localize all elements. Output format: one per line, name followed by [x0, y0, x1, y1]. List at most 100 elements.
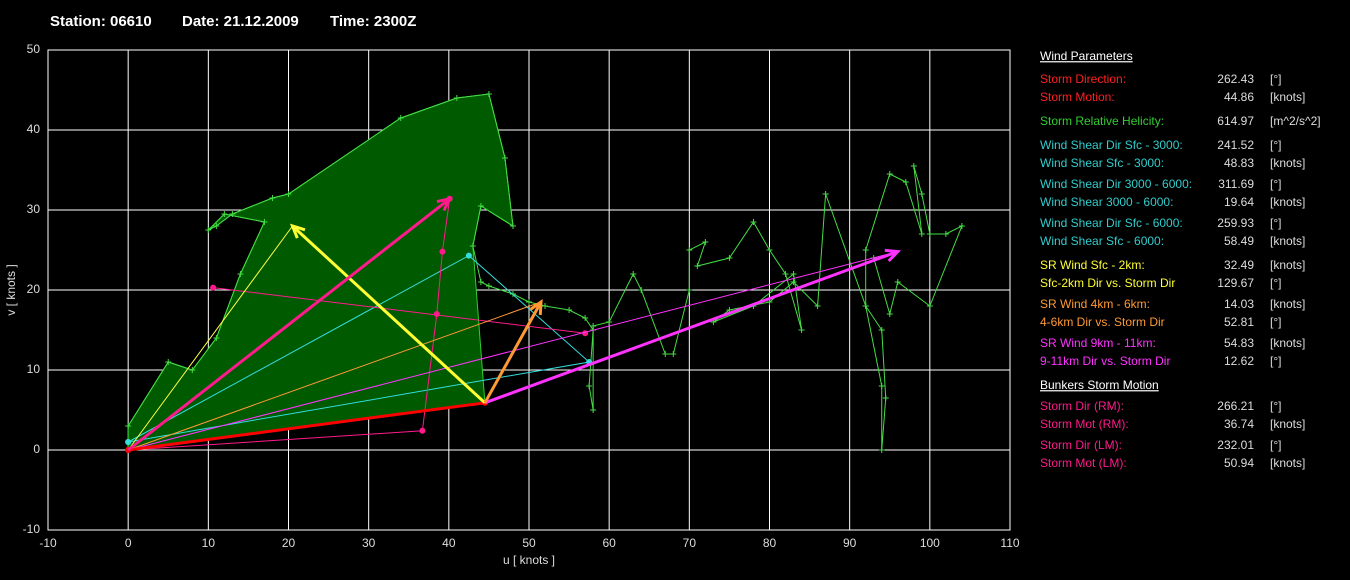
- point: [419, 427, 426, 434]
- profile-point: [878, 447, 885, 453]
- profile-point: [285, 191, 292, 197]
- profile-point: [926, 303, 933, 309]
- param-label: Storm Dir (RM):: [1040, 399, 1124, 413]
- param-value: 262.43: [1217, 72, 1254, 86]
- profile-point: [566, 307, 573, 313]
- param-unit: [knots]: [1270, 297, 1305, 311]
- profile-point: [590, 407, 597, 413]
- profile-point: [862, 303, 869, 309]
- profile-point: [862, 247, 869, 253]
- profile-point: [822, 191, 829, 197]
- profile-point: [662, 351, 669, 357]
- param-value: 12.62: [1224, 354, 1254, 368]
- profile-point: [886, 311, 893, 317]
- point: [433, 311, 440, 317]
- profile-point: [229, 211, 236, 217]
- profile-point: [221, 211, 228, 217]
- param-value: 14.03: [1224, 297, 1254, 311]
- arrow-head: [289, 223, 306, 239]
- x-tick-label: 90: [843, 536, 857, 550]
- profile-point: [918, 231, 925, 237]
- point: [210, 284, 217, 291]
- param-unit: [°]: [1270, 438, 1281, 452]
- profile-point: [485, 91, 492, 97]
- profile-point: [882, 395, 889, 401]
- point: [125, 439, 132, 445]
- param-value: 50.94: [1224, 456, 1254, 470]
- x-tick-label: 70: [683, 536, 697, 550]
- profile-point: [606, 319, 613, 325]
- profile-point: [702, 239, 709, 245]
- profile-point: [686, 247, 693, 253]
- param-unit: [knots]: [1270, 156, 1305, 170]
- param-value: 48.83: [1224, 156, 1254, 170]
- profile-point: [926, 231, 933, 237]
- param-value: 614.97: [1217, 114, 1254, 128]
- profile-point: [910, 163, 917, 169]
- x-tick-label: 100: [920, 536, 940, 550]
- hodograph-line: [127, 401, 486, 452]
- param-label: Storm Motion:: [1040, 90, 1115, 104]
- profile-point: [501, 155, 508, 161]
- x-tick-label: 10: [202, 536, 216, 550]
- vector-arrow: [484, 250, 899, 405]
- profile-point: [582, 315, 589, 321]
- param-unit: [°]: [1270, 276, 1281, 290]
- hodograph-line: [127, 254, 591, 443]
- param-unit: [knots]: [1270, 456, 1305, 470]
- plot-border: [47, 49, 1011, 531]
- profile-point: [942, 231, 949, 237]
- y-tick-label: 10: [27, 362, 41, 376]
- profile-point: [878, 383, 885, 389]
- profile-point: [782, 271, 789, 277]
- x-tick-label: 0: [125, 536, 132, 550]
- param-label: Storm Relative Helicity:: [1040, 114, 1164, 128]
- arrow-head: [884, 248, 902, 262]
- profile-point: [958, 223, 965, 229]
- profile-point: [630, 271, 637, 277]
- param-label: Storm Direction:: [1040, 72, 1126, 86]
- param-unit: [°]: [1270, 177, 1281, 191]
- profile-point: [453, 95, 460, 101]
- profile-point: [798, 327, 805, 333]
- profile-point: [397, 115, 404, 121]
- profile-point: [766, 247, 773, 253]
- profile-point: [213, 223, 220, 229]
- param-value: 311.69: [1218, 177, 1254, 191]
- param-unit: [knots]: [1270, 234, 1305, 248]
- param-unit: [°]: [1270, 72, 1281, 86]
- profile-point: [213, 335, 220, 341]
- param-value: 58.49: [1224, 234, 1254, 248]
- profile-point: [205, 227, 212, 233]
- profile-point: [878, 327, 885, 333]
- param-label: SR Wind Sfc - 2km:: [1040, 258, 1145, 272]
- profile-point: [269, 195, 276, 201]
- param-unit: [°]: [1270, 354, 1281, 368]
- profile-point: [189, 367, 196, 373]
- section-heading: Wind Parameters: [1040, 49, 1133, 63]
- y-tick-label: 50: [27, 42, 41, 56]
- param-value: 129.67: [1217, 276, 1254, 290]
- station: Station: 06610: [50, 13, 152, 30]
- y-tick-label: 0: [33, 442, 40, 456]
- param-label: Wind Shear Dir 3000 - 6000:: [1040, 177, 1192, 191]
- x-tick-label: 20: [282, 536, 296, 550]
- y-axis-label: v [ knots ]: [4, 264, 18, 315]
- vector-arrow: [291, 224, 486, 404]
- profile-point: [638, 287, 645, 293]
- param-label: SR Wind 4km - 6km:: [1040, 297, 1150, 311]
- profile-point: [886, 171, 893, 177]
- profile-point: [469, 243, 476, 249]
- param-value: 259.93: [1217, 216, 1254, 230]
- param-value: 44.86: [1224, 90, 1254, 104]
- param-label: Wind Shear Dir Sfc - 6000:: [1040, 216, 1183, 230]
- param-unit: [°]: [1270, 216, 1281, 230]
- profile-point: [509, 223, 516, 229]
- param-label: Wind Shear 3000 - 6000:: [1040, 195, 1173, 209]
- profile-point: [814, 303, 821, 309]
- profile-point: [261, 219, 268, 225]
- param-unit: [°]: [1270, 138, 1281, 152]
- profile-point: [726, 255, 733, 261]
- profile-point: [165, 359, 172, 365]
- param-unit: [knots]: [1270, 336, 1305, 350]
